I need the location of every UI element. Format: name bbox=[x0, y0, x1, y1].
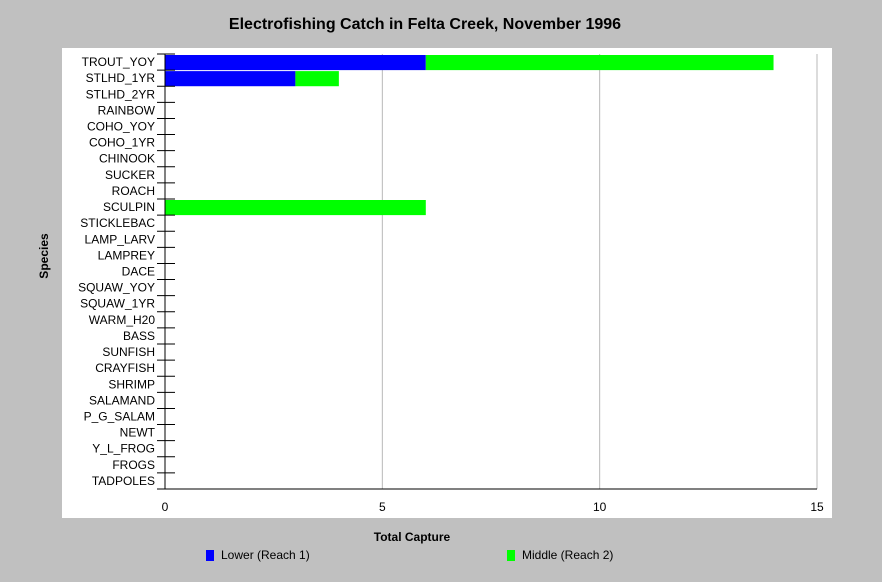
category-label: STLHD_2YR bbox=[86, 87, 156, 101]
bar-middle bbox=[295, 71, 339, 87]
category-label: CRAYFISH bbox=[95, 361, 155, 375]
category-label: SQUAW_1YR bbox=[80, 297, 155, 311]
category-label: Y_L_FROG bbox=[92, 442, 155, 456]
category-label: SHRIMP bbox=[108, 377, 155, 391]
category-label: ROACH bbox=[112, 184, 155, 198]
category-label: CHINOOK bbox=[99, 152, 155, 166]
x-axis-title: Total Capture bbox=[373, 530, 451, 544]
category-label: TADPOLES bbox=[92, 474, 155, 488]
legend-swatch-middle bbox=[507, 549, 515, 561]
category-label: SCULPIN bbox=[103, 200, 155, 214]
legend-label-lower: Lower (Reach 1) bbox=[221, 548, 310, 562]
plot-panel bbox=[62, 48, 832, 518]
category-label: LAMP_LARV bbox=[85, 232, 155, 246]
x-tick-label: 5 bbox=[379, 500, 386, 514]
category-label: STICKLEBAC bbox=[80, 216, 155, 230]
legend-item-lower: Lower (Reach 1) bbox=[206, 548, 310, 562]
legend-label-middle: Middle (Reach 2) bbox=[522, 548, 614, 562]
y-axis-title: Species bbox=[37, 233, 51, 279]
category-label: P_G_SALAM bbox=[84, 410, 155, 424]
bar-middle bbox=[425, 55, 774, 71]
category-label: TROUT_YOY bbox=[82, 55, 155, 69]
category-label: FROGS bbox=[112, 458, 155, 472]
category-label: STLHD_1YR bbox=[86, 71, 156, 85]
category-label: SUNFISH bbox=[102, 345, 155, 359]
category-label: WARM_H20 bbox=[89, 313, 156, 327]
chart-title: Electrofishing Catch in Felta Creek, Nov… bbox=[228, 16, 622, 33]
category-label: COHO_YOY bbox=[87, 120, 155, 134]
x-tick-labels: 0 5 10 15 bbox=[162, 500, 824, 514]
y-ticks bbox=[157, 53, 175, 490]
grid-lines bbox=[381, 54, 818, 489]
category-label: DACE bbox=[122, 265, 155, 279]
bar-lower bbox=[165, 55, 426, 71]
legend-swatch-lower bbox=[206, 549, 214, 561]
category-label: COHO_1YR bbox=[89, 136, 155, 150]
x-tick-label: 0 bbox=[162, 500, 169, 514]
category-label: SALAMAND bbox=[89, 393, 155, 407]
category-label: LAMPREY bbox=[98, 248, 155, 262]
category-label: SQUAW_YOY bbox=[78, 281, 155, 295]
category-labels: TROUT_YOY STLHD_1YR STLHD_2YR RAINBOW COHO_Y… bbox=[78, 55, 156, 488]
category-label: BASS bbox=[123, 329, 155, 343]
bars bbox=[165, 55, 774, 216]
category-label: NEWT bbox=[120, 426, 156, 440]
category-label: SUCKER bbox=[105, 168, 155, 182]
bar-middle bbox=[165, 200, 426, 216]
category-label: RAINBOW bbox=[98, 103, 156, 117]
legend-item-middle: Middle (Reach 2) bbox=[507, 548, 613, 562]
bar-lower bbox=[165, 71, 296, 87]
x-tick-label: 10 bbox=[593, 500, 607, 514]
x-tick-label: 15 bbox=[810, 500, 824, 514]
